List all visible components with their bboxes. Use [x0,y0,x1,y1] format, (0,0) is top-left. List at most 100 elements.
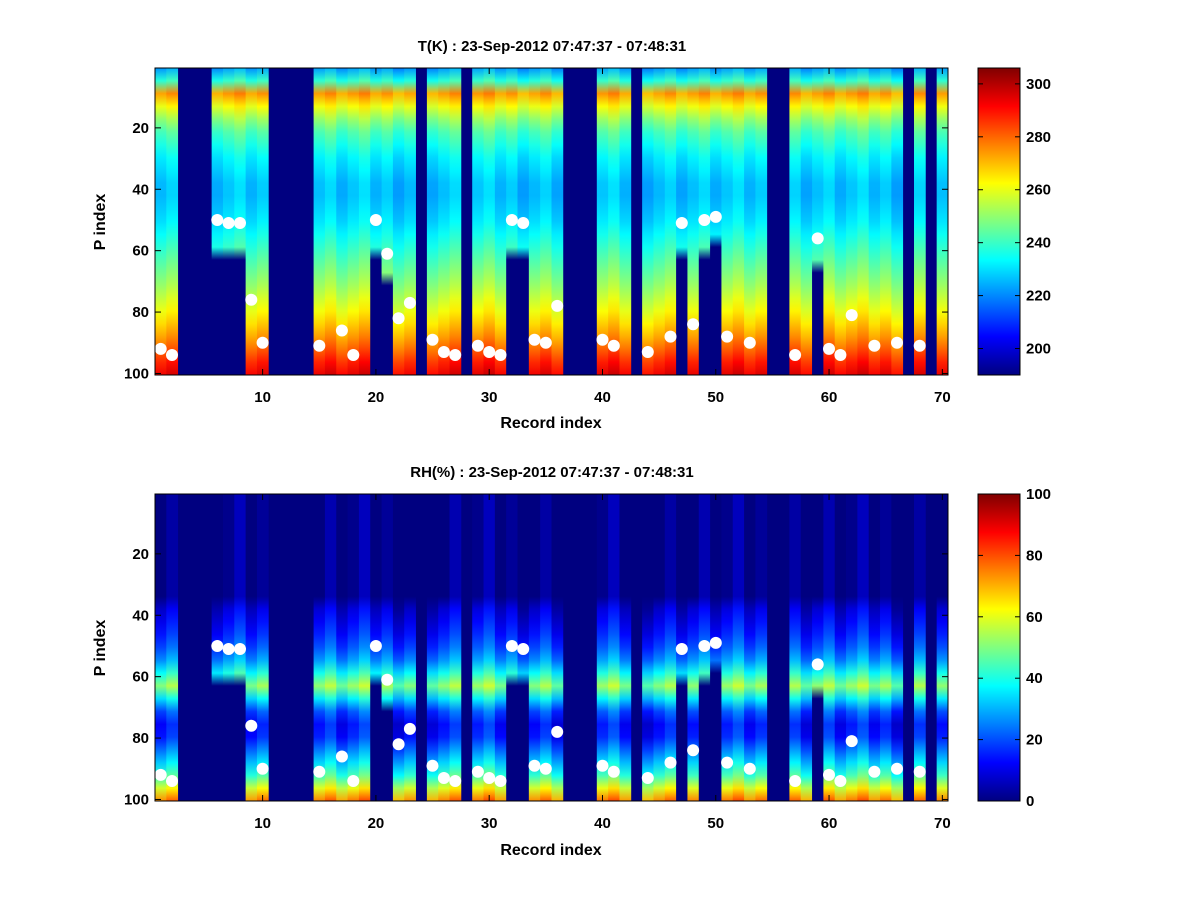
heatmap-column [891,494,904,801]
heatmap-column [426,494,439,801]
data-point-marker [471,339,484,352]
humidity-colorbar [977,493,1021,802]
data-point-marker [551,299,564,312]
humidity-x-ticks: 10 20 30 40 50 60 70 [254,494,951,832]
heatmap-column [732,68,745,375]
data-point-marker [335,750,348,763]
data-point-marker [721,756,734,769]
heatmap-column [653,68,666,375]
temperature-y-axis-label: P index [92,194,109,251]
colorbar-gradient [977,67,1021,376]
data-point-marker [471,765,484,778]
heatmap-column [834,494,847,801]
humidity-axes-frame [154,493,949,802]
heatmap-column [687,68,700,375]
x-tick-label: 50 [707,389,724,406]
humidity-panel: RH(%) : 23-Sep-2012 07:47:37 - 07:48:31 … [92,464,1051,859]
y-tick-label: 60 [132,669,149,686]
data-point-marker [313,339,326,352]
heatmap-column [744,68,756,375]
x-tick-label: 50 [707,815,724,832]
data-point-marker [347,349,360,361]
data-point-marker [211,640,224,652]
data-point-marker [868,339,881,352]
heatmap-column [755,494,768,801]
heatmap-column [551,68,564,375]
heatmap-column [823,494,836,801]
data-point-marker [539,762,552,775]
y-tick-label: 20 [132,120,149,137]
data-point-marker [381,247,394,260]
colorbar-tick-label: 80 [1026,547,1043,564]
y-tick-label: 100 [124,365,149,382]
humidity-colorbar-ticks: 0 20 40 60 80 100 [978,486,1051,810]
heatmap-column [687,494,700,801]
data-point-marker [256,762,269,775]
data-point-marker [811,232,824,245]
heatmap-column [494,494,507,801]
colorbar-tick-label: 60 [1026,609,1043,626]
heatmap-column [358,494,371,801]
data-point-marker [234,643,246,655]
data-point-marker [913,765,926,778]
data-point-marker [245,719,258,732]
data-point-marker [369,214,382,226]
data-point-marker [845,735,858,748]
heatmap-column [540,68,552,375]
x-tick-label: 20 [368,815,385,832]
data-point-marker [743,336,756,349]
heatmap-column [642,68,654,375]
colorbar-tick-label: 300 [1026,76,1051,93]
data-point-marker [245,293,258,306]
heatmap-column [404,494,416,801]
heatmap-column [755,68,768,375]
heatmap-column [347,494,360,801]
data-point-marker [675,217,688,229]
data-point-marker [664,756,677,769]
data-point-marker [494,349,507,361]
heatmap-column [880,68,892,375]
heatmap-column [336,494,348,801]
humidity-heatmap [155,494,949,801]
heatmap-column [472,68,484,375]
heatmap-column [347,68,360,375]
temperature-markers [154,210,926,361]
heatmap-column [619,494,632,801]
heatmap-column [789,494,802,801]
heatmap-column [812,68,824,375]
heatmap-column [155,494,167,801]
data-point-marker [664,330,677,343]
heatmap-column [426,68,439,375]
data-point-marker [913,339,926,352]
colorbar-tick-label: 200 [1026,341,1051,358]
colorbar-tick-label: 280 [1026,129,1051,146]
heatmap-column [256,494,269,801]
data-point-marker [641,772,654,784]
humidity-y-axis-label: P index [92,620,109,677]
data-point-marker [528,759,541,772]
data-point-marker [154,768,167,781]
colorbar-tick-label: 40 [1026,670,1043,687]
x-tick-label: 20 [368,389,385,406]
heatmap-column [608,68,620,375]
data-point-marker [596,333,609,346]
data-point-marker [347,775,360,787]
data-point-marker [313,765,326,778]
y-tick-label: 60 [132,243,149,260]
data-point-marker [426,759,439,772]
heatmap-column [483,68,496,375]
heatmap-column [823,68,836,375]
heatmap-column [494,68,507,375]
heatmap-column [404,68,416,375]
data-point-marker [437,772,450,784]
data-point-marker [505,214,518,226]
data-point-marker [392,312,405,325]
heatmap-column [619,68,632,375]
heatmap-column [155,68,167,375]
data-point-marker [698,214,711,226]
x-tick-label: 60 [821,389,838,406]
data-point-marker [891,336,903,349]
heatmap-column [664,68,677,375]
data-point-marker [687,318,700,331]
